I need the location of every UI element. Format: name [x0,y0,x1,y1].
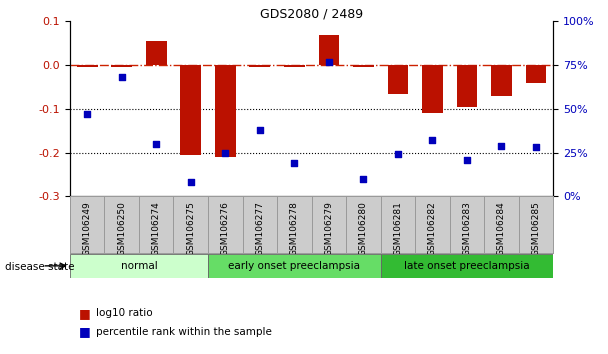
Bar [215,65,236,157]
Bar [526,65,547,82]
Text: GSM106281: GSM106281 [393,201,402,256]
Text: GSM106275: GSM106275 [186,201,195,256]
Bar [208,254,381,278]
Bar [387,65,408,93]
Text: GSM106277: GSM106277 [255,201,264,256]
Point [324,59,334,64]
Bar [422,65,443,113]
Bar [70,254,208,278]
Text: GSM106249: GSM106249 [83,201,92,256]
Bar [284,65,305,67]
Point [462,157,472,162]
Text: percentile rank within the sample: percentile rank within the sample [96,327,272,337]
Text: ■: ■ [79,325,91,338]
Bar [146,41,167,65]
Bar [381,254,553,278]
Bar [319,35,339,65]
Bar [181,65,201,155]
Point [531,144,541,150]
Text: early onset preeclampsia: early onset preeclampsia [229,261,361,271]
Text: GSM106276: GSM106276 [221,201,230,256]
Point [151,141,161,147]
Point [359,176,368,182]
Text: GSM106279: GSM106279 [324,201,333,256]
Point [255,127,264,133]
Point [289,160,299,166]
Text: GSM106284: GSM106284 [497,201,506,256]
Text: late onset preeclampsia: late onset preeclampsia [404,261,530,271]
Text: log10 ratio: log10 ratio [96,308,153,318]
Text: GSM106282: GSM106282 [428,201,437,256]
Point [497,143,506,148]
Point [82,111,92,117]
Bar [353,65,374,67]
Text: normal: normal [120,261,157,271]
Text: GSM106285: GSM106285 [531,201,541,256]
Title: GDS2080 / 2489: GDS2080 / 2489 [260,7,363,20]
Text: GSM106283: GSM106283 [463,201,471,256]
Bar [491,65,512,96]
Point [221,150,230,155]
Text: GSM106278: GSM106278 [290,201,299,256]
Text: GSM106274: GSM106274 [152,201,161,256]
Text: GSM106280: GSM106280 [359,201,368,256]
Bar [77,65,97,67]
Point [393,152,402,157]
Point [186,179,196,185]
Text: ■: ■ [79,307,91,320]
Bar [249,65,270,67]
Text: disease state: disease state [5,262,74,272]
Text: GSM106250: GSM106250 [117,201,126,256]
Bar [457,65,477,107]
Point [117,74,126,80]
Point [427,138,437,143]
Bar [111,65,132,67]
